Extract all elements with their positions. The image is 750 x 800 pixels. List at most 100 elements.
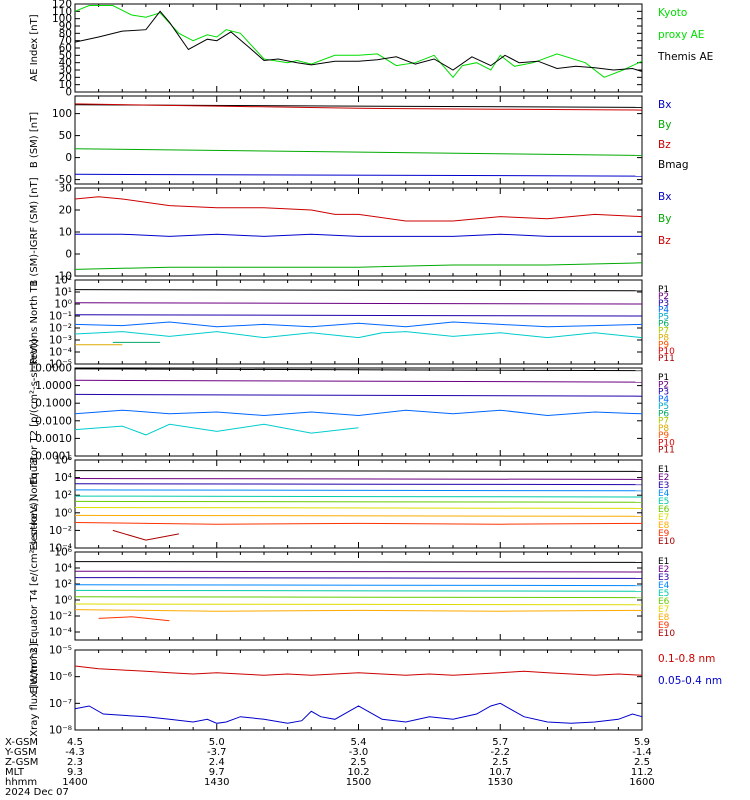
y-tick-label: 90	[59, 21, 72, 33]
y-tick-label: 70	[59, 35, 72, 47]
series-line-bz	[74, 103, 643, 111]
date-label: 2024 Dec 07	[5, 787, 69, 798]
series-line-p5	[74, 423, 359, 436]
y-tick-label: 30	[59, 183, 72, 195]
panel-frame	[74, 279, 643, 365]
x-axis-row-label: Z-GSM	[5, 757, 38, 768]
series-line-p4	[74, 409, 643, 417]
legend-entry: E3	[658, 573, 669, 583]
legend-entry: E10	[658, 629, 675, 639]
x-axis-value: 2.3	[67, 757, 83, 768]
y-tick-label: 0.0001	[35, 451, 72, 463]
x-axis-row-label: hhmm	[5, 777, 37, 788]
legend-entry: P7	[658, 326, 669, 336]
y-axis-label: Equator T2 [p/(cm²-s-sr-keV)]	[29, 339, 40, 485]
series-line-e8	[74, 514, 643, 517]
x-axis-value: 2.4	[209, 757, 225, 768]
legend-entry: P6	[658, 409, 669, 419]
legend-entry: proxy AE	[658, 29, 704, 41]
y-tick-label: 10⁻²	[49, 525, 72, 537]
x-axis-value: 1430	[204, 777, 229, 788]
x-axis-value: 5.4	[351, 737, 367, 748]
legend-entry: P3	[658, 388, 669, 398]
x-axis-value: 1530	[488, 777, 513, 788]
y-tick-label: 110	[52, 6, 72, 18]
y-tick-label: 10⁻¹	[49, 311, 72, 323]
x-axis-value: 9.7	[209, 767, 225, 778]
y-tick-label: 100	[52, 108, 72, 120]
y-axis-label: AE Index [nT]	[29, 14, 40, 81]
x-axis-value: 1500	[346, 777, 371, 788]
y-tick-label: 0.0100	[35, 415, 72, 427]
y-tick-label: 10⁻²	[49, 323, 72, 335]
panel-bdiff: -10 0 10 20 30 B (SM)-IGRF (SM) [nT] Bx By Bz	[29, 177, 671, 286]
legend-entry: P2	[658, 380, 669, 390]
legend-entry: P10	[658, 347, 675, 357]
series-line-0-1-0-8-nm	[74, 665, 643, 676]
legend-entry: P11	[658, 354, 675, 364]
panel-frame	[74, 459, 643, 549]
y-tick-label: 50	[59, 50, 72, 62]
series-line-kyoto-proxy-ae	[74, 5, 643, 79]
series-line-p5	[74, 331, 643, 339]
legend-entry: E8	[658, 521, 670, 531]
y-tick-label: 10⁶	[54, 455, 72, 467]
legend-entry: Bx	[658, 99, 671, 111]
series-line-p3	[74, 393, 643, 397]
panel-p_equator: 10.0000 1.0000 0.1000 0.0100 0.0010 0.0001Equ…	[29, 339, 676, 485]
y-axis-label: Electrons Equator T4 [e/(cm²-s-sr-keV)]	[29, 498, 40, 693]
legend-entry: P9	[658, 431, 669, 441]
y-tick-label: 0.0010	[35, 433, 72, 445]
x-axis-value: 11.2	[631, 767, 653, 778]
x-axis-value: 5.9	[634, 737, 650, 748]
legend-entry: P3	[658, 299, 669, 309]
y-tick-label: 100	[52, 13, 72, 25]
y-tick-label: 10⁻²	[49, 611, 72, 623]
series-line-e7	[74, 507, 643, 509]
y-tick-label: 20	[59, 205, 72, 217]
y-tick-label: 120	[52, 0, 72, 11]
legend-entry: P4	[658, 306, 669, 316]
series-line-p2	[74, 379, 643, 383]
y-tick-label: 0	[65, 249, 72, 261]
series-line-themis-ae	[74, 10, 643, 72]
y-tick-label: 10²	[54, 490, 72, 502]
y-tick-label: 10	[59, 227, 72, 239]
legend-entry: P6	[658, 320, 669, 330]
y-tick-label: 10⁻⁶	[49, 671, 72, 683]
panel-frame	[74, 551, 643, 641]
x-axis-value: 10.2	[347, 767, 369, 778]
y-tick-label: 10⁻⁴	[49, 543, 72, 555]
legend-entry: By	[658, 213, 671, 225]
legend-entry: P4	[658, 395, 669, 405]
legend-entry: E8	[658, 613, 670, 623]
y-tick-label: 10⁻⁴	[49, 347, 72, 359]
series-line-e6	[74, 596, 643, 599]
x-axis-value: -1.4	[632, 747, 652, 758]
y-tick-label: 10⁻³	[49, 335, 72, 347]
y-tick-label: 10⁻⁴	[49, 627, 72, 639]
legend-entry: P1	[658, 373, 669, 383]
panel-frame	[74, 3, 643, 93]
x-axis-value: -3.7	[207, 747, 227, 758]
y-tick-label: -10	[55, 271, 72, 283]
legend-entry: E2	[658, 565, 669, 575]
series-line-e1	[74, 561, 643, 563]
series-line-p1	[74, 368, 643, 372]
legend-entry: By	[658, 119, 671, 131]
panel-frame	[74, 187, 643, 277]
series-line-by	[74, 262, 643, 270]
y-tick-label: 80	[59, 28, 72, 40]
series-line-e8	[74, 609, 643, 612]
series-line-0-05-0-4-nm	[74, 702, 643, 724]
y-tick-label: 10⁻⁷	[49, 698, 72, 710]
legend-entry: Bz	[658, 235, 671, 247]
y-tick-label: 0	[65, 152, 72, 164]
x-axis-value: -4.3	[65, 747, 85, 758]
x-axis-value: 5.7	[492, 737, 508, 748]
legend-entry: Kyoto	[658, 7, 687, 19]
series-line-e7	[74, 603, 643, 606]
series-line-p2	[74, 302, 643, 305]
series-line-e1	[74, 470, 643, 472]
